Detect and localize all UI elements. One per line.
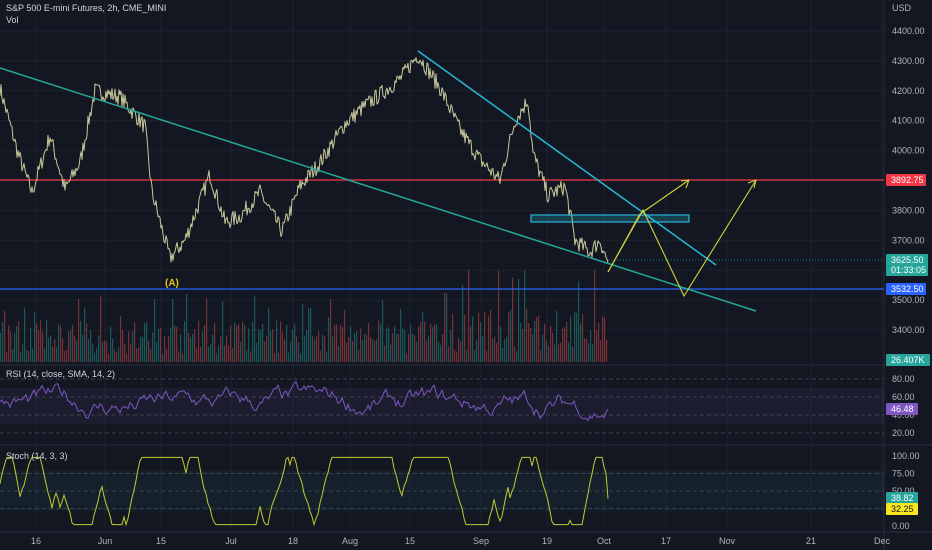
time-tick: Sep <box>473 536 489 546</box>
time-tick: 15 <box>156 536 166 546</box>
projection-arrowhead <box>747 179 757 189</box>
stoch-k-line <box>0 456 609 527</box>
rsi-tick: 60.00 <box>892 392 915 402</box>
rsi-tick: 20.00 <box>892 428 915 438</box>
rsi-tick: 80.00 <box>892 374 915 384</box>
price-tick: 3700.00 <box>892 235 925 245</box>
price-tick: 4000.00 <box>892 146 925 156</box>
time-tick: 21 <box>806 536 816 546</box>
volume-legend[interactable]: Vol <box>6 15 19 25</box>
time-tick: 19 <box>542 536 552 546</box>
symbol-title[interactable]: S&P 500 E-mini Futures, 2h, CME_MINI <box>6 3 167 13</box>
wave-label[interactable]: (A) <box>165 278 179 289</box>
stoch-k-tag: 38.82 <box>886 492 918 504</box>
long-trendline[interactable] <box>0 67 757 312</box>
price-tick: 3400.00 <box>892 325 925 335</box>
svg-text:46.48: 46.48 <box>891 404 914 414</box>
time-tick: Dec <box>874 536 891 546</box>
time-tick: Jun <box>98 536 113 546</box>
time-tick: Oct <box>597 536 612 546</box>
time-tick: 15 <box>405 536 415 546</box>
price-tick: 4200.00 <box>892 86 925 96</box>
svg-text:3625.50: 3625.50 <box>891 255 924 265</box>
rsi-line <box>0 380 609 422</box>
stoch-tick: 0.00 <box>892 521 910 531</box>
stoch-d-tag: 32.25 <box>886 503 918 515</box>
time-tick: Nov <box>719 536 736 546</box>
svg-text:01:33:05: 01:33:05 <box>891 265 926 275</box>
price-tick: 3500.00 <box>892 295 925 305</box>
vertical-grid <box>35 0 883 532</box>
volume-tag: 26.407K <box>886 354 930 366</box>
price-tick: 3800.00 <box>892 205 925 215</box>
stoch-tick: 75.00 <box>892 469 915 479</box>
last-price-tag: 3625.50 01:33:05 <box>886 254 928 276</box>
svg-text:3892.75: 3892.75 <box>891 175 924 185</box>
time-tick: 17 <box>661 536 671 546</box>
rsi-band <box>0 388 884 424</box>
price-tick: 4300.00 <box>892 56 925 66</box>
time-axis[interactable]: 16 Jun 15 Jul 18 Aug 15 Sep 19 Oct 17 Nov 21 Dec <box>31 536 891 546</box>
time-tick: 16 <box>31 536 41 546</box>
resistance-zone-box[interactable] <box>530 214 690 223</box>
svg-text:3532.50: 3532.50 <box>891 284 924 294</box>
price-tick: 4400.00 <box>892 26 925 36</box>
price-series <box>0 57 609 263</box>
volume-histogram <box>0 269 608 362</box>
support-price-tag: 3532.50 <box>886 283 926 295</box>
alt-projection-arrowhead <box>680 179 690 189</box>
stoch-tick: 50.00 <box>892 486 915 496</box>
stoch-tick: 100.00 <box>892 451 920 461</box>
rsi-guides <box>0 378 884 434</box>
stoch-guides <box>0 473 884 509</box>
descending-trendline[interactable] <box>417 50 717 266</box>
rsi-legend[interactable]: RSI (14, close, SMA, 14, 2) <box>6 369 116 379</box>
resistance-price-tag: 3892.75 <box>886 174 926 186</box>
time-tick: Jul <box>225 536 237 546</box>
alt-projection-path[interactable] <box>607 179 690 273</box>
time-tick: Aug <box>342 536 358 546</box>
svg-text:26.407K: 26.407K <box>891 355 925 365</box>
time-tick: 18 <box>288 536 298 546</box>
price-tick: 4100.00 <box>892 116 925 126</box>
currency-label: USD <box>892 3 912 13</box>
svg-text:32.25: 32.25 <box>891 504 914 514</box>
stoch-legend[interactable]: Stoch (14, 3, 3) <box>6 451 68 461</box>
svg-text:38.82: 38.82 <box>891 493 914 503</box>
rsi-value-tag: 46.48 <box>886 403 918 415</box>
wave-projection-path[interactable] <box>607 179 757 298</box>
